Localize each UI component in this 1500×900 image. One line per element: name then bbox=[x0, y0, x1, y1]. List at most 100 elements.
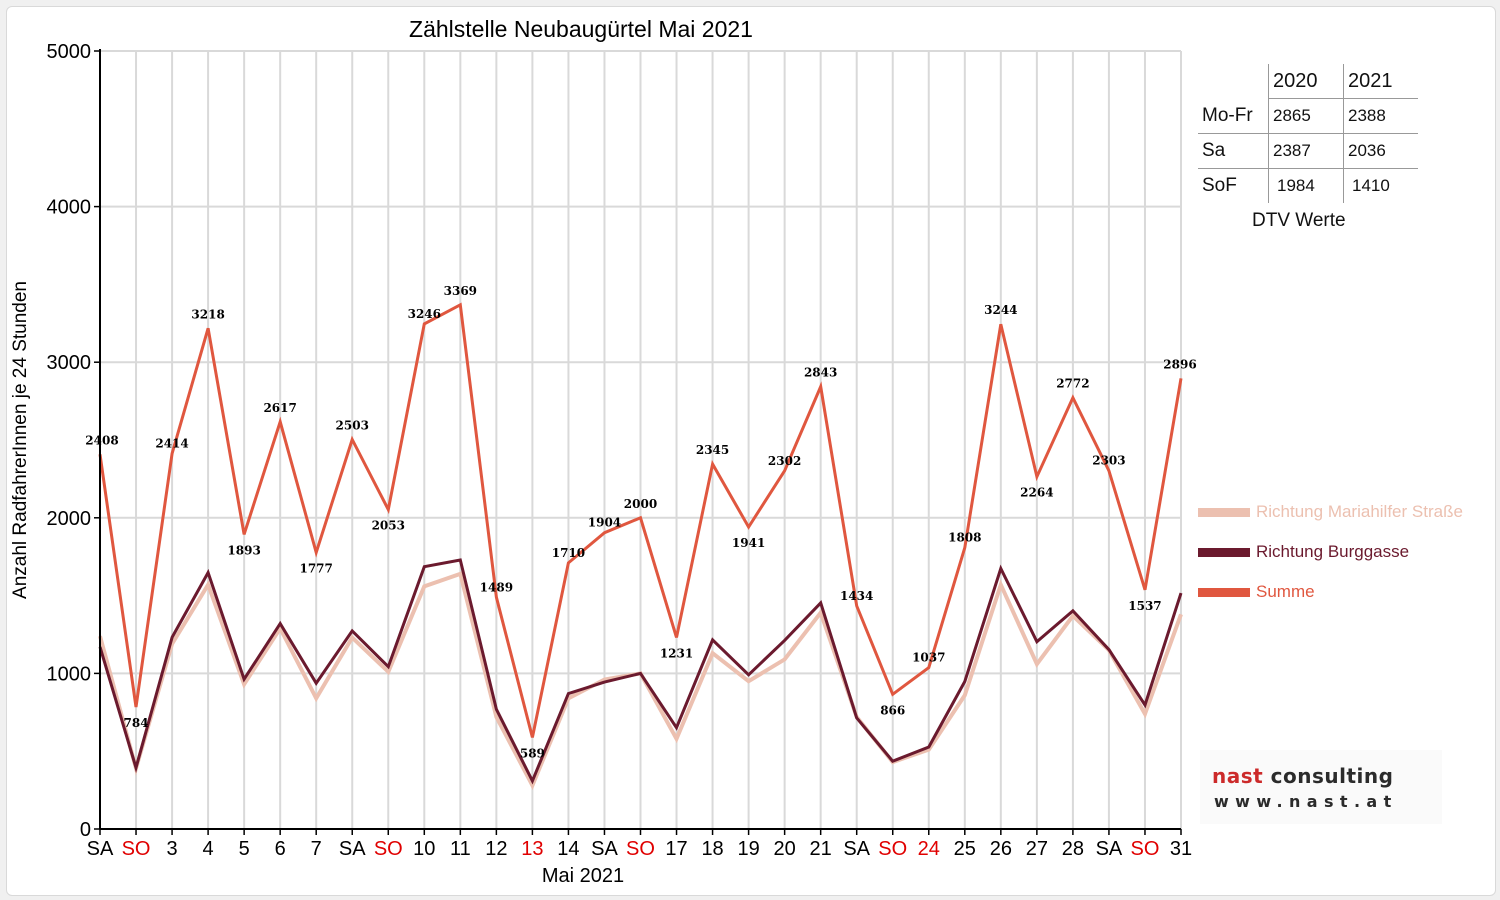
x-tick-label: 14 bbox=[557, 838, 579, 860]
x-tick-label: SA bbox=[1096, 838, 1123, 860]
x-tick-label: 7 bbox=[311, 838, 322, 860]
legend-label: Richtung Mariahilfer Straße bbox=[1256, 502, 1463, 521]
dtv-value-2020: 1984 bbox=[1268, 168, 1344, 203]
x-tick-label: 26 bbox=[990, 838, 1012, 860]
series-layer bbox=[98, 302, 1183, 791]
y-axis-title: Anzahl RadfahrerInnen je 24 Stunden bbox=[10, 281, 31, 599]
data-label: 1941 bbox=[732, 536, 765, 550]
data-label: 2053 bbox=[372, 519, 405, 533]
dtv-header-row: 2020 2021 bbox=[1198, 64, 1418, 99]
x-tick-label: SO bbox=[122, 838, 151, 860]
dtv-table: 2020 2021 Mo-Fr 2865 2388 Sa 2387 2036 S… bbox=[1198, 64, 1418, 203]
data-label: 1231 bbox=[660, 646, 693, 660]
data-label: 1904 bbox=[588, 516, 621, 530]
company-logo: nast consulting www.nast.at bbox=[1200, 750, 1442, 824]
legend-label: Summe bbox=[1256, 582, 1315, 601]
data-label: 2617 bbox=[263, 401, 296, 415]
dtv-value-2020: 2387 bbox=[1268, 133, 1344, 169]
dtv-value-2020: 2865 bbox=[1268, 98, 1344, 134]
legend-swatch bbox=[1198, 507, 1250, 517]
x-tick-label: 5 bbox=[239, 838, 250, 860]
y-tick-label: 3000 bbox=[47, 352, 92, 374]
y-tick-label: 1000 bbox=[47, 663, 92, 685]
data-label: 1037 bbox=[912, 651, 945, 665]
x-tick-label: 24 bbox=[918, 838, 940, 860]
legend-swatch bbox=[1198, 547, 1250, 557]
data-label: 2303 bbox=[1092, 454, 1125, 468]
logo-name-part1: nast bbox=[1212, 764, 1264, 788]
dtv-row-label: Sa bbox=[1198, 133, 1269, 169]
data-label: 1777 bbox=[299, 561, 332, 575]
dtv-value-2021: 1410 bbox=[1343, 168, 1418, 203]
data-label: 2843 bbox=[804, 366, 837, 380]
dtv-caption: DTV Werte bbox=[1252, 210, 1346, 231]
x-tick-label: SO bbox=[878, 838, 907, 860]
data-label: 3218 bbox=[191, 307, 224, 321]
dtv-row-label: Mo-Fr bbox=[1198, 98, 1269, 134]
dtv-header-2021: 2021 bbox=[1343, 64, 1418, 99]
x-tick-label: 21 bbox=[810, 838, 832, 860]
x-tick-label: 25 bbox=[954, 838, 976, 860]
dtv-row-label: SoF bbox=[1202, 175, 1237, 196]
x-tick-label: 31 bbox=[1170, 838, 1192, 860]
x-tick-label: 19 bbox=[737, 838, 759, 860]
y-tick-label: 4000 bbox=[47, 197, 92, 219]
x-tick-label: 4 bbox=[203, 838, 214, 860]
x-tick-label: SO bbox=[1131, 838, 1160, 860]
grid-layer bbox=[100, 50, 1182, 829]
data-label-layer: 2408 784 2414 3218 1893 2617 1777 2503 2053 32463… bbox=[85, 284, 1196, 761]
dtv-value-2021: 2036 bbox=[1343, 133, 1418, 169]
x-tick-label: 20 bbox=[774, 838, 796, 860]
legend-item-burggasse: Richtung Burggasse bbox=[1198, 532, 1463, 572]
dtv-header-2020: 2020 bbox=[1268, 64, 1344, 99]
data-label: 1537 bbox=[1128, 599, 1161, 613]
logo-title: nast consulting bbox=[1212, 764, 1393, 788]
x-tick-label: SA bbox=[843, 838, 870, 860]
data-label: 2503 bbox=[336, 419, 369, 433]
data-label: 3246 bbox=[408, 307, 441, 321]
y-tick-label: 0 bbox=[80, 819, 91, 841]
series-line bbox=[98, 302, 1183, 738]
chart-title: Zählstelle Neubaugürtel Mai 2021 bbox=[409, 16, 753, 42]
x-tick-label: SO bbox=[374, 838, 403, 860]
logo-url: www.nast.at bbox=[1214, 792, 1398, 811]
data-label: 2264 bbox=[1020, 486, 1053, 500]
dtv-row-mofr: Mo-Fr 2865 2388 bbox=[1198, 98, 1418, 134]
x-tick-label: 28 bbox=[1062, 838, 1084, 860]
x-tick-label: 27 bbox=[1026, 838, 1048, 860]
x-tick-label: SA bbox=[339, 838, 366, 860]
data-label: 1893 bbox=[227, 543, 260, 557]
y-tick-label: 2000 bbox=[47, 508, 92, 530]
x-tick-label: 13 bbox=[521, 838, 543, 860]
data-label: 2345 bbox=[696, 443, 729, 457]
x-axis-title: Mai 2021 bbox=[542, 865, 624, 887]
data-label: 1434 bbox=[840, 589, 873, 603]
data-label: 1808 bbox=[948, 531, 981, 545]
x-tick-label: 10 bbox=[413, 838, 435, 860]
data-label: 866 bbox=[880, 703, 905, 717]
data-label: 1489 bbox=[480, 580, 513, 594]
chart-legend: Richtung Mariahilfer Straße Richtung Bur… bbox=[1198, 492, 1463, 612]
legend-item-mariahilfer: Richtung Mariahilfer Straße bbox=[1198, 492, 1463, 532]
data-label: 2302 bbox=[768, 454, 801, 468]
dtv-row-sof: SoF 1984 1410 bbox=[1198, 168, 1418, 203]
x-tick-label: 12 bbox=[485, 838, 507, 860]
data-label: 2000 bbox=[624, 497, 657, 511]
y-tick-label: 5000 bbox=[47, 41, 92, 63]
data-label: 3369 bbox=[444, 284, 477, 298]
x-tick-label: SA bbox=[591, 838, 618, 860]
legend-swatch bbox=[1198, 587, 1250, 597]
x-tick-label: SO bbox=[626, 838, 655, 860]
data-label: 2414 bbox=[155, 436, 188, 450]
data-label: 1710 bbox=[552, 546, 585, 560]
dtv-header-empty bbox=[1198, 64, 1269, 99]
series-line bbox=[98, 558, 1183, 785]
x-tick-label: SA bbox=[87, 838, 114, 860]
legend-label: Richtung Burggasse bbox=[1256, 542, 1410, 561]
data-label: 784 bbox=[124, 716, 149, 730]
data-label: 2772 bbox=[1056, 377, 1089, 391]
dtv-row-sa: Sa 2387 2036 bbox=[1198, 133, 1418, 169]
logo-name-part2: consulting bbox=[1263, 764, 1394, 788]
data-label: 2408 bbox=[85, 433, 118, 447]
legend-item-summe: Summe bbox=[1198, 572, 1463, 612]
